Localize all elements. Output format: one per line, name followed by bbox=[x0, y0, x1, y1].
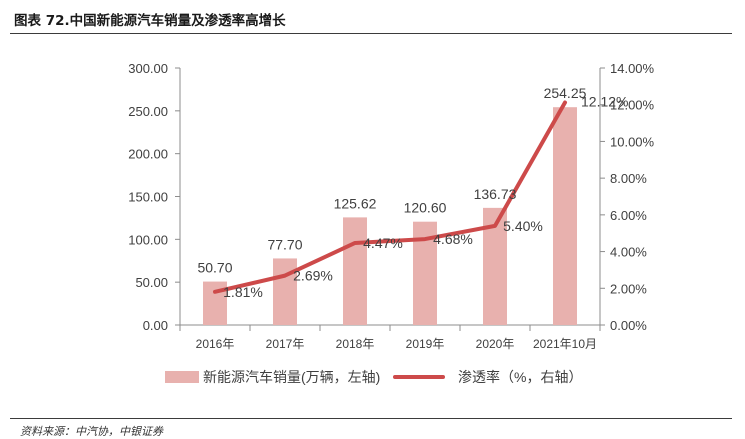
bar-value-label: 125.62 bbox=[334, 195, 377, 211]
bottom-divider bbox=[10, 418, 732, 419]
right-axis-tick-label: 2.00% bbox=[610, 281, 647, 296]
bar-series bbox=[203, 107, 577, 325]
source-note: 资料来源：中汽协，中银证券 bbox=[20, 425, 163, 438]
data-labels: 50.70 77.70 125.62 120.60 136.73 254.25 1.81% 2… bbox=[197, 85, 628, 300]
axes: 0.00 50.00 100.00 150.00 200.00 250.00 300.00 0… bbox=[128, 61, 654, 351]
bar-value-label: 254.25 bbox=[544, 85, 587, 101]
line-value-label: 4.68% bbox=[433, 231, 473, 247]
top-divider bbox=[10, 33, 732, 34]
left-axis-tick-label: 200.00 bbox=[128, 147, 168, 162]
bar bbox=[553, 107, 577, 325]
line-value-label: 4.47% bbox=[363, 235, 403, 251]
right-axis-tick-label: 0.00% bbox=[610, 318, 647, 333]
left-axis-tick-label: 100.00 bbox=[128, 232, 168, 247]
x-axis-tick-label: 2016年 bbox=[196, 337, 235, 351]
right-axis-tick-label: 6.00% bbox=[610, 208, 647, 223]
bar bbox=[273, 258, 297, 325]
line-path bbox=[213, 100, 567, 294]
x-axis-tick-label: 2021年10月 bbox=[533, 337, 597, 351]
x-axis-tick-label: 2018年 bbox=[336, 337, 375, 351]
line-value-label: 5.40% bbox=[503, 218, 543, 234]
left-axis-tick-label: 50.00 bbox=[135, 275, 168, 290]
right-axis-tick-label: 12.00% bbox=[610, 98, 655, 113]
bar-value-label: 120.60 bbox=[404, 200, 447, 216]
bar bbox=[343, 217, 367, 325]
x-axis-tick-label: 2020年 bbox=[476, 337, 515, 351]
x-axis-tick-label: 2017年 bbox=[266, 337, 305, 351]
left-axis-tick-label: 0.00 bbox=[143, 318, 168, 333]
right-axis-tick-label: 10.00% bbox=[610, 134, 655, 149]
legend-bar-swatch bbox=[165, 371, 199, 383]
left-axis-tick-label: 300.00 bbox=[128, 61, 168, 76]
left-axis-tick-label: 250.00 bbox=[128, 104, 168, 119]
line-value-label: 2.69% bbox=[293, 268, 333, 284]
right-axis-tick-label: 8.00% bbox=[610, 171, 647, 186]
line-value-label: 12.12% bbox=[581, 94, 628, 110]
line-value-label: 1.81% bbox=[223, 284, 263, 300]
bar-value-label: 136.73 bbox=[474, 186, 517, 202]
right-axis-tick-label: 14.00% bbox=[610, 61, 655, 76]
figure-title: 图表 72.中国新能源汽车销量及渗透率高增长 bbox=[14, 13, 286, 29]
legend: 新能源汽车销量(万辆，左轴) 渗透率（%，右轴） bbox=[165, 369, 582, 385]
bar-value-label: 50.70 bbox=[197, 260, 232, 276]
line-series bbox=[213, 100, 567, 294]
x-axis-tick-label: 2019年 bbox=[406, 337, 445, 351]
legend-bar-label: 新能源汽车销量(万辆，左轴) bbox=[203, 369, 380, 385]
legend-line-label: 渗透率（%，右轴） bbox=[458, 369, 582, 385]
bar-value-label: 77.70 bbox=[267, 236, 302, 252]
right-axis-tick-label: 4.00% bbox=[610, 245, 647, 260]
left-axis-tick-label: 150.00 bbox=[128, 190, 168, 205]
